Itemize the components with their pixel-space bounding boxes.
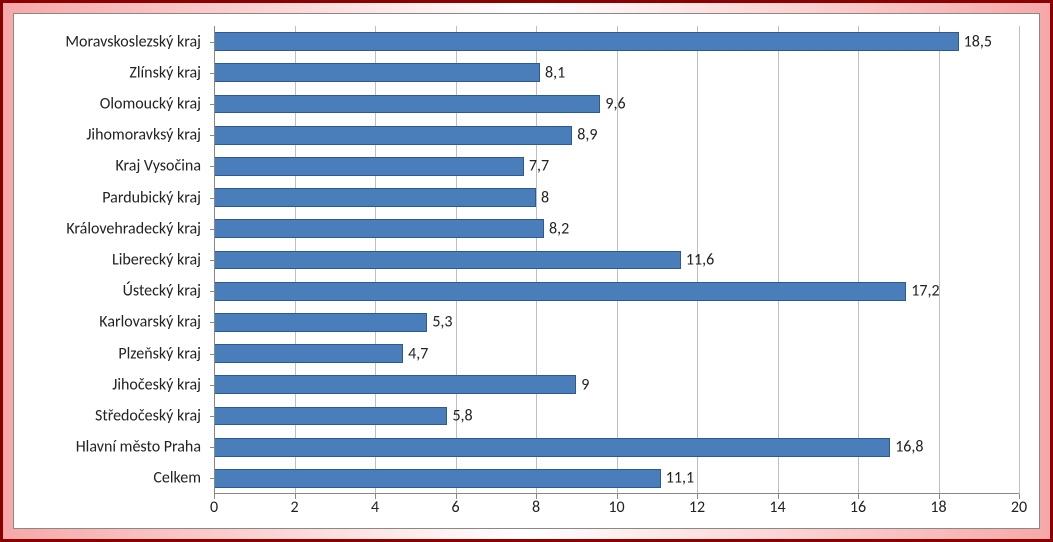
bar-row: 17,2 <box>214 276 1019 307</box>
bar-row: 11,6 <box>214 244 1019 275</box>
bars-container: 18,58,19,68,97,788,211,617,25,34,795,816… <box>214 26 1019 494</box>
bar-row: 8,2 <box>214 213 1019 244</box>
bar: 17,2 <box>214 282 906 301</box>
bar-value-label: 17,2 <box>911 282 939 301</box>
bar: 8,2 <box>214 219 544 238</box>
bar: 18,5 <box>214 32 959 51</box>
y-tick-mark <box>210 42 215 43</box>
y-tick-mark <box>210 291 215 292</box>
bar-value-label: 11,6 <box>686 250 714 269</box>
bar-value-label: 8 <box>541 188 549 207</box>
y-tick-mark <box>210 104 215 105</box>
category-label: Olomoucký kraj <box>100 94 201 113</box>
bar-row: 18,5 <box>214 26 1019 57</box>
bar-value-label: 9,6 <box>605 94 625 113</box>
chart-outer-frame: 18,58,19,68,97,788,211,617,25,34,795,816… <box>0 0 1053 542</box>
chart-area: 18,58,19,68,97,788,211,617,25,34,795,816… <box>214 26 1019 494</box>
x-axis-line <box>214 493 1019 494</box>
x-tick-label: 0 <box>210 498 218 517</box>
category-label: Hlavní město Praha <box>76 438 201 457</box>
bar: 7,7 <box>214 157 524 176</box>
category-labels: Moravskoslezský kraj Zlínský kraj Olomouck… <box>14 26 209 494</box>
bar-row: 8,1 <box>214 57 1019 88</box>
y-tick-mark <box>210 447 215 448</box>
y-axis-line <box>214 26 215 494</box>
bar-value-label: 8,1 <box>545 63 565 82</box>
category-label: Plzeňský kraj <box>118 344 201 363</box>
bar-row: 5,8 <box>214 400 1019 431</box>
bar-row: 8 <box>214 182 1019 213</box>
y-tick-mark <box>210 478 215 479</box>
y-tick-mark <box>210 322 215 323</box>
x-tick-label: 4 <box>371 498 379 517</box>
bar-row: 7,7 <box>214 151 1019 182</box>
x-tick-label: 6 <box>451 498 459 517</box>
bar-row: 5,3 <box>214 307 1019 338</box>
x-tick-label: 18 <box>930 498 946 517</box>
x-tick-labels: 02468101214161820 <box>214 498 1019 522</box>
bar: 9,6 <box>214 95 600 114</box>
category-label: Pardubický kraj <box>102 188 201 207</box>
y-tick-mark <box>210 166 215 167</box>
bar: 11,6 <box>214 251 681 270</box>
category-label: Jihočeský kraj <box>112 375 201 394</box>
category-label: Královehradecký kraj <box>66 219 201 238</box>
category-label: Moravskoslezský kraj <box>65 32 201 51</box>
category-label: Celkem <box>153 469 201 488</box>
bar-value-label: 9 <box>581 375 589 394</box>
bar-value-label: 11,1 <box>666 469 694 488</box>
bar-value-label: 8,9 <box>577 126 597 145</box>
bar: 8 <box>214 188 536 207</box>
bar-value-label: 8,2 <box>549 219 569 238</box>
bar: 8,1 <box>214 63 540 82</box>
bar-row: 9 <box>214 369 1019 400</box>
x-tick-label: 8 <box>532 498 540 517</box>
x-tick-label: 14 <box>769 498 785 517</box>
bar-row: 8,9 <box>214 120 1019 151</box>
category-label: Jihomoravksý kraj <box>86 126 201 145</box>
gridline <box>1019 26 1020 494</box>
bar-value-label: 5,3 <box>432 313 452 332</box>
y-tick-mark <box>210 416 215 417</box>
category-label: Kraj Vysočina <box>115 157 201 176</box>
bar: 5,8 <box>214 407 447 426</box>
y-tick-mark <box>210 135 215 136</box>
bar-value-label: 4,7 <box>408 344 428 363</box>
bar: 16,8 <box>214 438 890 457</box>
bar-row: 16,8 <box>214 432 1019 463</box>
x-tick-label: 20 <box>1011 498 1027 517</box>
x-tick-label: 2 <box>290 498 298 517</box>
plot-frame: 18,58,19,68,97,788,211,617,25,34,795,816… <box>13 13 1040 529</box>
category-label: Ústecký kraj <box>123 282 201 301</box>
y-tick-mark <box>210 260 215 261</box>
bar-value-label: 5,8 <box>452 406 472 425</box>
bar-value-label: 7,7 <box>529 157 549 176</box>
y-tick-mark <box>210 229 215 230</box>
category-label: Středočeský kraj <box>95 407 201 426</box>
bar-row: 11,1 <box>214 463 1019 494</box>
y-tick-mark <box>210 354 215 355</box>
bar-row: 9,6 <box>214 88 1019 119</box>
y-tick-mark <box>210 385 215 386</box>
y-tick-mark <box>210 73 215 74</box>
bar: 5,3 <box>214 313 427 332</box>
bar-row: 4,7 <box>214 338 1019 369</box>
category-label: Liberecký kraj <box>112 251 201 270</box>
x-tick-label: 10 <box>608 498 624 517</box>
category-label: Karlovarský kraj <box>99 313 201 332</box>
bar: 4,7 <box>214 344 403 363</box>
bar: 9 <box>214 375 576 394</box>
category-label: Zlínský kraj <box>129 63 201 82</box>
bar: 8,9 <box>214 126 572 145</box>
y-tick-mark <box>210 198 215 199</box>
x-tick-label: 12 <box>689 498 705 517</box>
bar: 11,1 <box>214 469 661 488</box>
bar-value-label: 16,8 <box>895 438 923 457</box>
x-tick-label: 16 <box>850 498 866 517</box>
bar-value-label: 18,5 <box>964 32 992 51</box>
